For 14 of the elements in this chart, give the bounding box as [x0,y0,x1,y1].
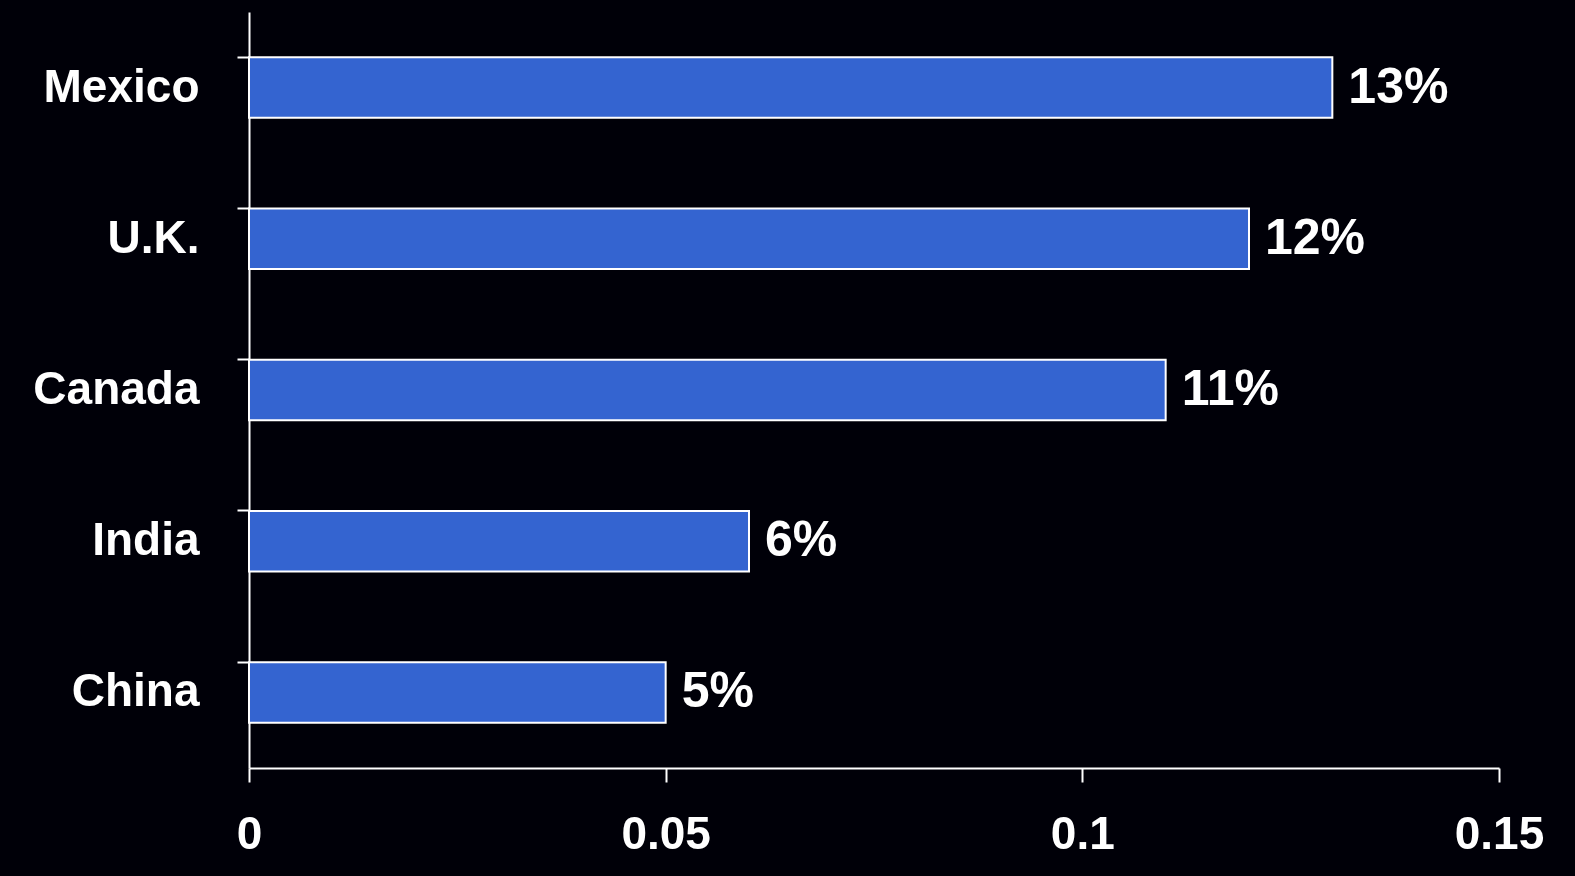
x-tick-label: 0 [236,806,263,859]
data-label: 11% [1181,360,1279,416]
y-tick-label: Canada [33,362,200,414]
x-tick-label: 0.15 [1454,806,1545,859]
data-label: 6% [765,511,838,568]
y-tick-label: India [92,513,200,566]
y-tick-label: U.K. [107,210,200,263]
x-tick-label: 0.1 [1050,806,1115,859]
data-label: 12% [1265,208,1366,265]
y-tick-label: China [71,664,200,717]
y-tick-label: Mexico [43,59,200,112]
x-tick-label: 0.05 [621,806,711,859]
data-label: 13% [1348,57,1449,114]
data-label: 5% [681,662,754,719]
